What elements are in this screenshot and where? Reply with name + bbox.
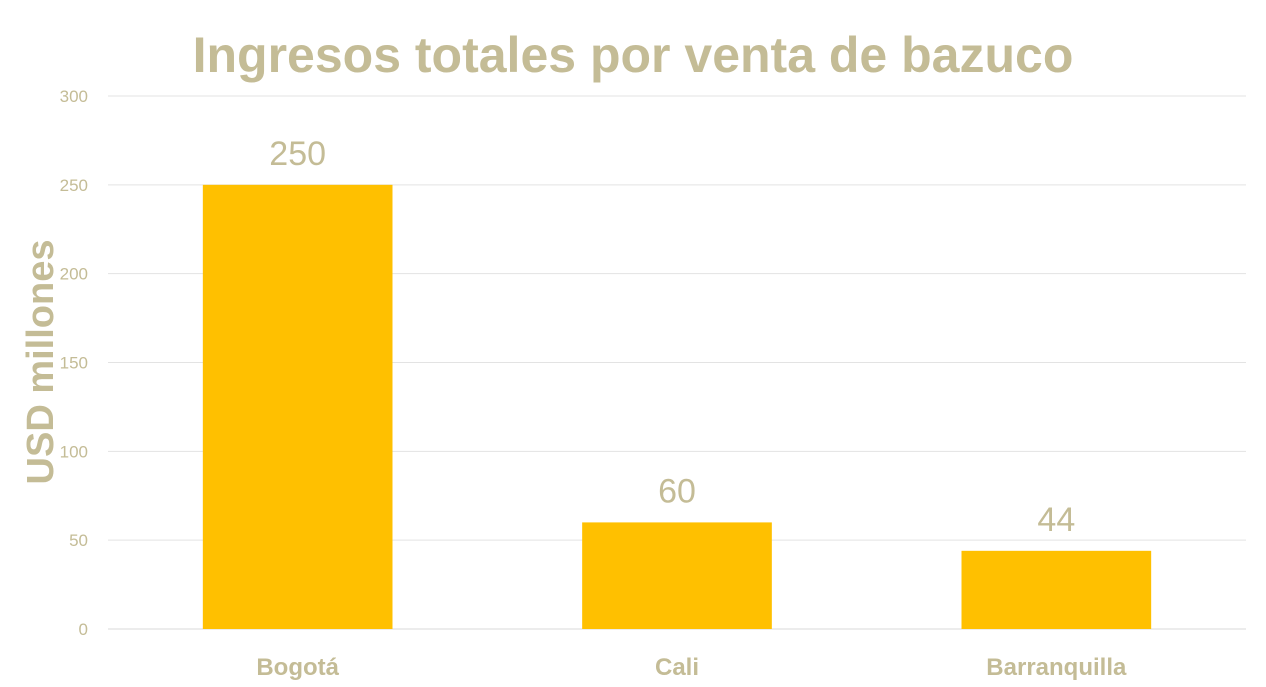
- x-axis-category-labels: Bogotá Cali Barranquilla: [256, 654, 1127, 681]
- y-tick-label: 50: [69, 531, 88, 550]
- y-axis-label: USD millones: [20, 240, 62, 485]
- x-category-label: Cali: [655, 654, 699, 681]
- y-tick-label: 100: [60, 442, 88, 461]
- data-label: 60: [658, 472, 696, 510]
- y-tick-label: 300: [60, 87, 88, 106]
- y-tick-label: 250: [60, 176, 88, 195]
- y-axis-ticks: 0 50 100 150 200 250 300: [60, 87, 88, 639]
- x-category-label: Barranquilla: [986, 654, 1127, 681]
- bar: [961, 550, 1152, 629]
- data-labels: 250 60 44: [269, 135, 1075, 539]
- bar: [202, 184, 393, 630]
- data-label: 250: [269, 135, 326, 173]
- y-tick-label: 150: [60, 354, 88, 373]
- y-tick-label: 200: [60, 265, 88, 284]
- bar: [582, 522, 772, 629]
- x-category-label: Bogotá: [256, 654, 339, 681]
- data-label: 44: [1037, 501, 1075, 539]
- chart-title: Ingresos totales por venta de bazuco: [193, 27, 1074, 83]
- y-tick-label: 0: [79, 620, 88, 639]
- bars: [202, 184, 1152, 630]
